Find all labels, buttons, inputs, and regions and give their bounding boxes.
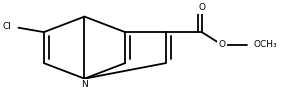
Text: Cl: Cl [2, 22, 11, 31]
Text: N: N [81, 80, 88, 89]
Text: O: O [198, 3, 205, 12]
Text: O: O [218, 40, 226, 49]
Text: OCH₃: OCH₃ [254, 40, 277, 49]
